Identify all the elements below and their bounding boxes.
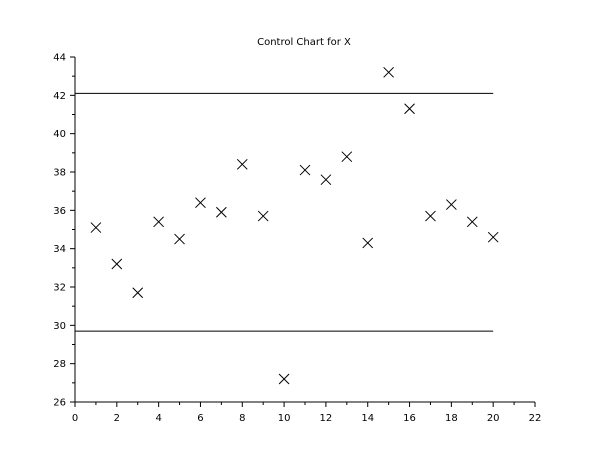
data-point — [362, 237, 374, 249]
data-point — [341, 151, 353, 163]
data-point — [216, 206, 227, 218]
data-point — [236, 158, 248, 170]
data-point — [90, 222, 102, 233]
data-point — [383, 66, 394, 78]
data-point — [299, 164, 311, 176]
x-tick-label: 14 — [361, 413, 374, 424]
data-point — [132, 287, 144, 299]
x-tick-label: 4 — [155, 413, 161, 424]
control-limit-lines — [75, 92, 494, 332]
x-tick-label: 10 — [278, 413, 291, 424]
data-point — [153, 216, 164, 228]
x-tick-label: 6 — [197, 413, 203, 424]
x-tick-label: 16 — [403, 413, 416, 424]
x-tick-label: 8 — [239, 413, 245, 424]
x-tick-label: 22 — [529, 413, 542, 424]
x-tick-label: 12 — [320, 413, 333, 424]
data-point — [466, 216, 478, 228]
y-tick-label: 30 — [53, 321, 66, 332]
y-tick-label: 40 — [53, 129, 66, 140]
y-tick-label: 44 — [53, 53, 66, 64]
chart-title: Control Chart for X — [257, 37, 351, 48]
data-point — [320, 174, 332, 186]
y-tick-label: 42 — [53, 91, 66, 102]
x-tick-label: 18 — [445, 413, 458, 424]
y-tick-label: 26 — [53, 398, 66, 409]
y-tick-label: 38 — [53, 168, 66, 179]
x-tick-label: 0 — [72, 413, 78, 424]
plot-area: 0 2 4 6 8 10 12 14 16 18 20 22 26 28 30 32 34 36 38 40 42 44 — [53, 53, 541, 425]
x-tick-label: 2 — [114, 413, 120, 424]
data-point — [425, 210, 436, 222]
data-point — [446, 199, 457, 210]
y-tick-label: 34 — [53, 244, 66, 255]
x-axis-ticks: 0 2 4 6 8 10 12 14 16 18 20 22 — [72, 402, 542, 424]
data-point — [195, 197, 206, 209]
data-point — [111, 258, 123, 270]
data-point — [404, 103, 415, 115]
y-tick-label: 32 — [53, 283, 66, 294]
y-tick-label: 36 — [53, 206, 66, 217]
y-axis-ticks: 26 28 30 32 34 36 38 40 42 44 — [53, 53, 75, 409]
data-point — [174, 233, 185, 245]
data-points — [90, 66, 499, 385]
y-tick-label: 28 — [53, 359, 66, 370]
data-point — [278, 373, 290, 385]
x-tick-label: 20 — [487, 413, 500, 424]
data-point — [257, 210, 269, 222]
data-point — [487, 231, 499, 243]
